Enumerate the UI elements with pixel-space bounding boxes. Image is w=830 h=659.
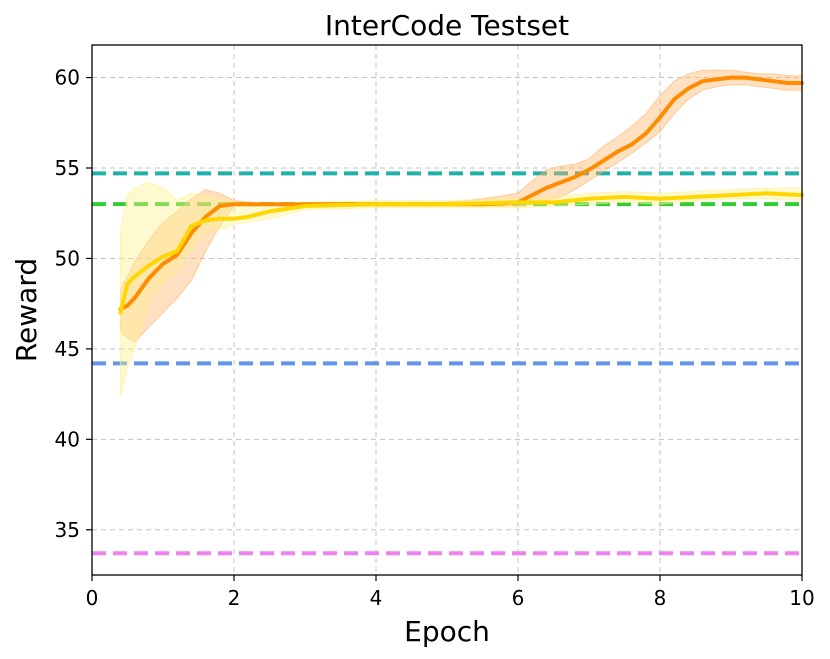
ticks: 0 2 4 6 8 10 35 40 45 50 55 60	[55, 66, 815, 610]
x-tick-label: 2	[228, 586, 241, 610]
grid	[92, 45, 802, 575]
y-tick-label: 40	[55, 427, 80, 451]
x-tick-label: 6	[512, 586, 525, 610]
x-tick-label: 8	[654, 586, 667, 610]
series-line-0	[118, 75, 804, 312]
x-tick-label: 10	[789, 586, 814, 610]
series-lines	[118, 75, 804, 315]
x-tick-label: 0	[86, 586, 99, 610]
y-tick-label: 55	[55, 156, 80, 180]
plot-frame	[91, 44, 803, 576]
y-tick-label: 50	[55, 246, 80, 270]
x-axis-label: Epoch	[404, 615, 490, 648]
y-tick-label: 60	[55, 66, 80, 90]
chart-title: InterCode Testset	[325, 9, 569, 42]
y-tick-label: 35	[55, 518, 80, 542]
y-tick-label: 45	[55, 337, 80, 361]
confidence-bands	[119, 69, 803, 397]
y-axis-label: Reward	[10, 258, 43, 362]
series-line-1	[118, 191, 804, 315]
baselines	[92, 171, 802, 556]
x-tick-label: 4	[370, 586, 383, 610]
